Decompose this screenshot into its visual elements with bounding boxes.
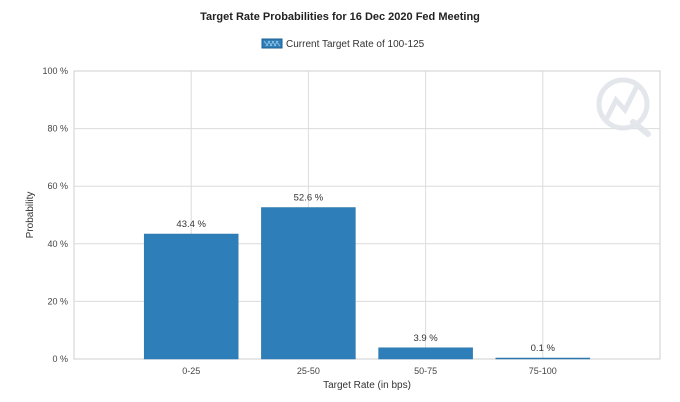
x-axis-title: Target Rate (in bps) [323,380,411,391]
y-axis-ticks: 0 % 20 % 40 % 60 % 80 % 100 % [42,66,68,364]
y-axis-title: Probability [25,192,36,239]
bar-0-25 [143,233,239,360]
watermark-logo-icon [596,77,651,137]
x-tick-label: 25-50 [297,366,320,376]
bar-value-label: 52.6 % [294,193,324,204]
x-axis-ticks: 0-25 25-50 50-75 75-100 [182,366,557,376]
bar-25-50 [261,207,356,360]
legend-swatch-pattern [263,40,281,47]
bar-value-label: 43.4 % [176,219,206,230]
y-tick-label: 60 % [47,181,68,191]
y-tick-label: 0 % [52,354,68,364]
x-tick-label: 50-75 [414,366,437,376]
y-tick-label: 20 % [47,296,68,306]
bar-50-75 [378,347,473,360]
y-tick-label: 80 % [47,124,68,134]
bar-75-100 [495,357,591,360]
x-tick-label: 75-100 [529,366,557,376]
y-tick-label: 100 % [42,66,68,76]
plot-area [73,70,661,360]
x-tick-label: 0-25 [182,366,200,376]
legend-label: Current Target Rate of 100-125 [286,39,425,50]
bar-value-label: 0.1 % [531,343,556,354]
bar-value-label: 3.9 % [413,333,438,344]
chart-title: Target Rate Probabilities for 16 Dec 202… [200,11,480,23]
legend: Current Target Rate of 100-125 [261,38,425,50]
y-tick-label: 40 % [47,239,68,249]
bars: 43.4 % 52.6 % 3.9 % 0.1 % [143,193,591,360]
